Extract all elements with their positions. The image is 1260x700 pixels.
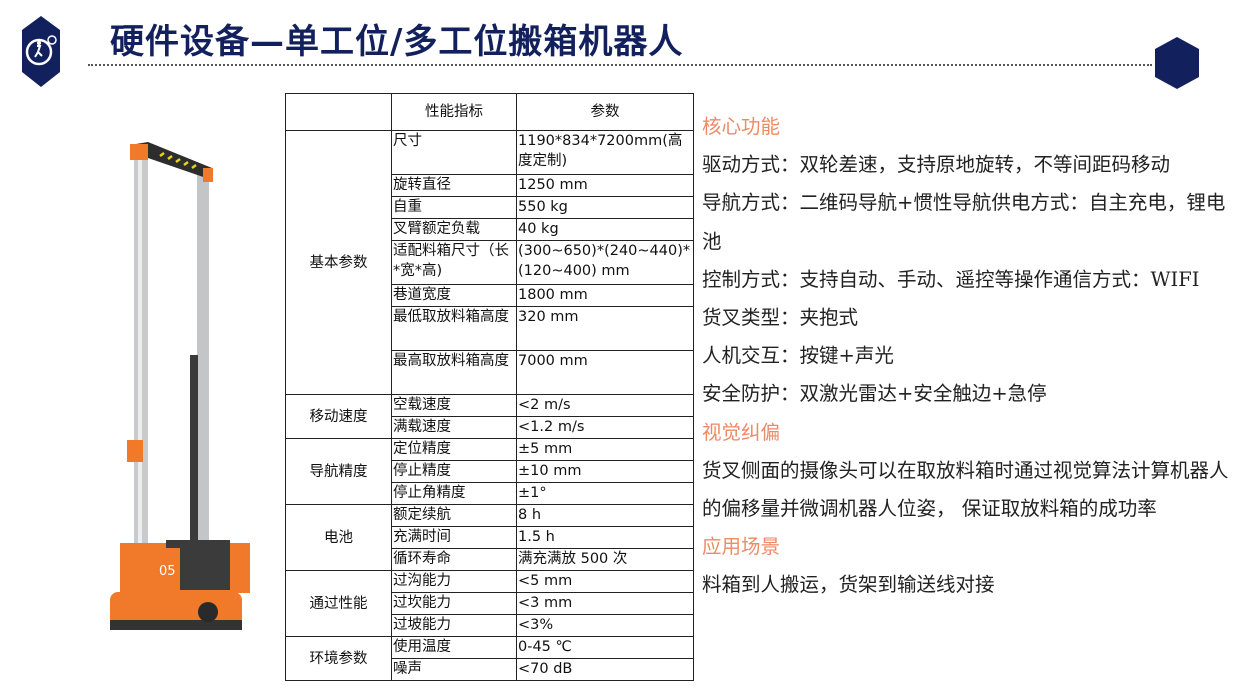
- metric-cell: 空载速度: [391, 394, 517, 417]
- scenario-text: 料箱到人搬运，货架到输送线对接: [702, 573, 995, 597]
- value-cell: 1250 mm: [516, 174, 694, 197]
- features-panel: 核心功能 驱动方式：双轮差速，支持原地旋转，不等间距码移动 导航方式：二维码导航…: [702, 108, 1242, 605]
- group-name-cell: 环境参数: [285, 636, 392, 681]
- table-row: 过坡能力 <3%: [286, 614, 694, 637]
- value-cell: <3%: [516, 614, 694, 637]
- table-row: 噪声 <70 dB: [286, 658, 694, 681]
- value-cell: 满充满放 500 次: [516, 548, 694, 571]
- group-name-cell: 移动速度: [285, 394, 392, 439]
- metric-cell: 过沟能力: [391, 570, 517, 593]
- value-cell: 7000 mm: [516, 350, 694, 395]
- spec-table: 性能指标 参数 基本参数 尺寸 1190*834*7200mm(高度定制) 旋转直径 1…: [285, 93, 694, 681]
- group-name-cell: 电池: [285, 504, 392, 571]
- value-cell: 550 kg: [516, 196, 694, 219]
- value-cell: <5 mm: [516, 570, 694, 593]
- metric-cell: 最高取放料箱高度: [391, 350, 517, 395]
- metric-cell: 使用温度: [391, 636, 517, 659]
- scenario-heading: 应用场景: [702, 535, 781, 559]
- value-cell: ±10 mm: [516, 460, 694, 483]
- metric-cell: 过坡能力: [391, 614, 517, 637]
- metric-cell: 自重: [391, 196, 517, 219]
- metric-cell: 巷道宽度: [391, 284, 517, 307]
- value-cell: ±5 mm: [516, 438, 694, 461]
- group-name-cell: 导航精度: [285, 438, 392, 505]
- group-name-cell: 通过性能: [285, 570, 392, 637]
- table-row: 最低取放料箱高度 320 mm: [286, 306, 694, 351]
- metric-cell: 满载速度: [391, 416, 517, 439]
- header-cell-value: 参数: [516, 93, 694, 131]
- feature-item: 驱动方式：双轮差速，支持原地旋转，不等间距码移动: [702, 153, 1171, 177]
- metric-cell: 停止角精度: [391, 482, 517, 505]
- header-cell-group: [285, 93, 392, 131]
- feature-item: 安全防护：双激光雷达+安全触边+急停: [702, 382, 1047, 406]
- feature-item: 人机交互：按键+声光: [702, 344, 894, 368]
- table-row: 旋转直径 1250 mm: [286, 174, 694, 197]
- metric-cell: 旋转直径: [391, 174, 517, 197]
- metric-cell: 适配料箱尺寸（长*宽*高): [391, 240, 517, 285]
- value-cell: (300~650)*(240~440)*(120~400) mm: [516, 240, 694, 285]
- robot-number-label: 05: [159, 564, 176, 579]
- table-row: 导航精度 定位精度 ±5 mm: [285, 438, 694, 505]
- value-cell: <70 dB: [516, 658, 694, 681]
- value-cell: 8 h: [516, 504, 694, 527]
- group-name-cell: 基本参数: [285, 130, 392, 395]
- value-cell: 1.5 h: [516, 526, 694, 549]
- table-row: 最高取放料箱高度 7000 mm: [286, 350, 694, 395]
- title-divider: [88, 64, 1152, 66]
- table-row: 自重 550 kg: [286, 196, 694, 219]
- value-cell: ±1°: [516, 482, 694, 505]
- hexagon-decoration-icon: [1155, 37, 1199, 89]
- table-row: 满载速度 <1.2 m/s: [286, 416, 694, 439]
- value-cell: <2 m/s: [516, 394, 694, 417]
- logo-hexagon-icon: [22, 16, 60, 87]
- vision-heading: 视觉纠偏: [702, 420, 781, 444]
- value-cell: 40 kg: [516, 218, 694, 241]
- table-row: 过坎能力 <3 mm: [286, 592, 694, 615]
- metric-cell: 最低取放料箱高度: [391, 306, 517, 351]
- feature-item: 导航方式：二维码导航+惯性导航供电方式：自主充电，锂电池: [702, 191, 1226, 253]
- table-row: 基本参数 尺寸 1190*834*7200mm(高度定制): [285, 130, 694, 395]
- value-cell: 0-45 ℃: [516, 636, 694, 659]
- value-cell: <1.2 m/s: [516, 416, 694, 439]
- metric-cell: 噪声: [391, 658, 517, 681]
- metric-cell: 循环寿命: [391, 548, 517, 571]
- table-row: 叉臂额定负载 40 kg: [286, 218, 694, 241]
- core-function-heading: 核心功能: [702, 115, 781, 138]
- value-cell: 1800 mm: [516, 284, 694, 307]
- table-row: 电池 额定续航 8 h: [285, 504, 694, 571]
- table-row: 环境参数 使用温度 0-45 ℃: [285, 636, 694, 681]
- feature-item: 控制方式：支持自动、手动、遥控等操作通信方式：WIFI: [702, 267, 1200, 291]
- metric-cell: 尺寸: [391, 130, 517, 175]
- metric-cell: 停止精度: [391, 460, 517, 483]
- table-row: 巷道宽度 1800 mm: [286, 284, 694, 307]
- value-cell: 1190*834*7200mm(高度定制): [516, 130, 694, 175]
- metric-cell: 过坎能力: [391, 592, 517, 615]
- metric-cell: 额定续航: [391, 504, 517, 527]
- feature-item: 货叉类型：夹抱式: [702, 306, 859, 330]
- metric-cell: 叉臂额定负载: [391, 218, 517, 241]
- page-title: 硬件设备—单工位/多工位搬箱机器人: [110, 22, 684, 62]
- table-row: 移动速度 空载速度 <2 m/s: [285, 394, 694, 439]
- table-header-row: 性能指标 参数: [285, 93, 694, 131]
- metric-cell: 定位精度: [391, 438, 517, 461]
- robot-image: 05: [110, 142, 250, 630]
- header-cell-metric: 性能指标: [391, 93, 517, 131]
- value-cell: 320 mm: [516, 306, 694, 351]
- vision-text: 货叉侧面的摄像头可以在取放料箱时通过视觉算法计算机器人的偏移量并微调机器人位姿，…: [702, 458, 1229, 521]
- table-row: 通过性能 过沟能力 <5 mm: [285, 570, 694, 637]
- metric-cell: 充满时间: [391, 526, 517, 549]
- table-row: 适配料箱尺寸（长*宽*高) (300~650)*(240~440)*(120~40…: [286, 240, 694, 285]
- value-cell: <3 mm: [516, 592, 694, 615]
